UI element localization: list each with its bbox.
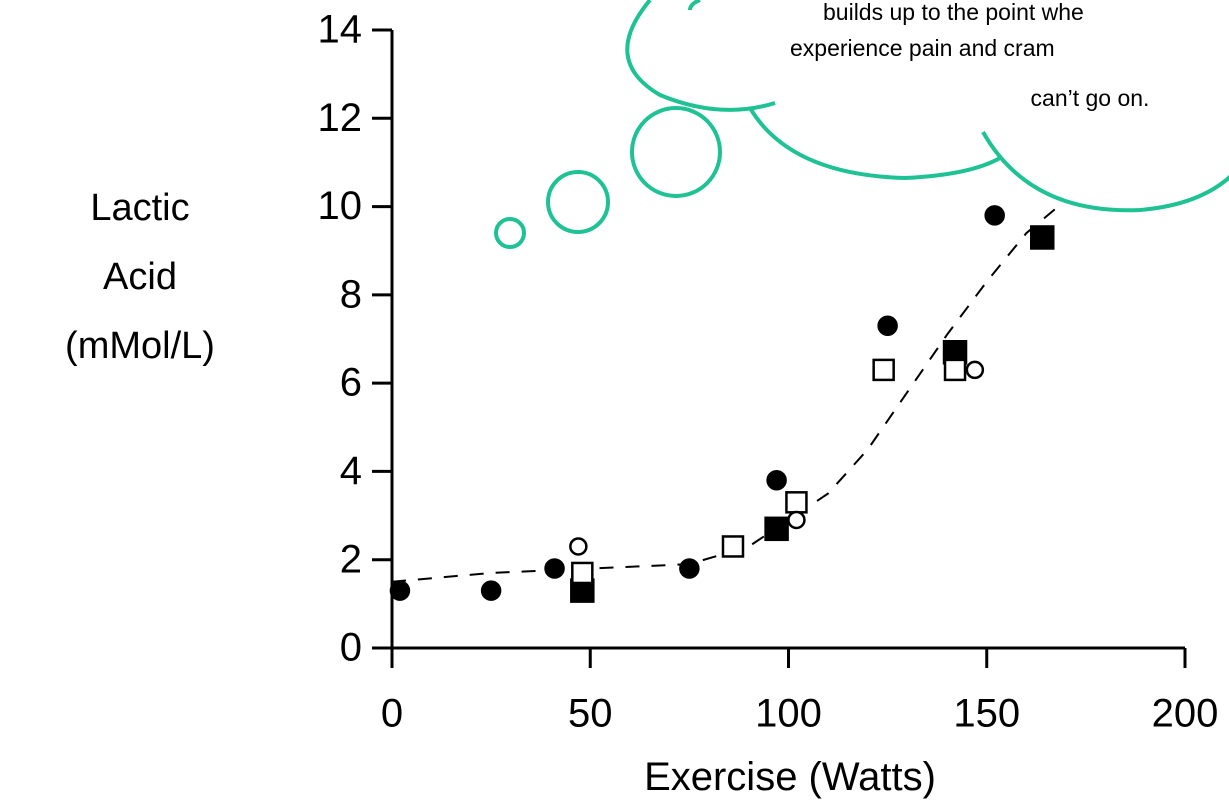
point <box>389 580 411 601</box>
point <box>571 561 594 585</box>
y-tick-label: 6 <box>340 361 362 405</box>
y-axis-label: Lactic <box>90 187 189 229</box>
y-tick-label: 10 <box>318 184 363 228</box>
x-tick-label: 0 <box>381 692 403 736</box>
point <box>480 580 502 601</box>
point <box>721 535 745 558</box>
point <box>965 360 985 380</box>
point <box>787 510 806 530</box>
y-tick-label: 14 <box>318 8 363 52</box>
point <box>877 315 898 337</box>
x-tick-label: 50 <box>568 692 613 736</box>
y-tick-label: 0 <box>340 626 362 670</box>
point <box>766 470 787 491</box>
point <box>1030 225 1055 250</box>
point <box>569 537 588 556</box>
x-tick-label: 100 <box>755 692 822 736</box>
bubble <box>546 170 610 234</box>
point <box>679 558 700 579</box>
x-tick-label: 150 <box>953 692 1020 736</box>
cloud-lobe <box>688 0 701 11</box>
x-axis-label: Exercise (Watts) <box>644 755 936 799</box>
x-tick-label: 200 <box>1152 692 1219 736</box>
bubble <box>630 106 722 198</box>
point <box>785 491 808 514</box>
cloud-lobe <box>625 0 776 112</box>
point <box>764 516 789 542</box>
point <box>943 358 967 382</box>
cloud-lobe <box>981 131 1229 213</box>
cloud-lobe <box>748 106 1001 181</box>
annotation: experience pain and cram <box>790 35 1055 61</box>
y-axis-label: (mMol/L) <box>65 325 215 367</box>
y-axis-label: Acid <box>103 256 177 298</box>
bubble <box>494 217 526 249</box>
thought-bubble <box>494 0 1229 249</box>
y-tick-label: 12 <box>318 96 363 140</box>
point <box>872 358 895 382</box>
point <box>984 205 1005 226</box>
annotation: can’t go on. <box>1031 85 1150 111</box>
point <box>544 558 565 579</box>
fit-curve <box>391 205 1059 583</box>
y-tick-label: 4 <box>340 449 362 493</box>
y-tick-label: 8 <box>340 272 362 316</box>
annotation: builds up to the point whe <box>823 0 1084 25</box>
y-tick-label: 2 <box>340 537 362 581</box>
